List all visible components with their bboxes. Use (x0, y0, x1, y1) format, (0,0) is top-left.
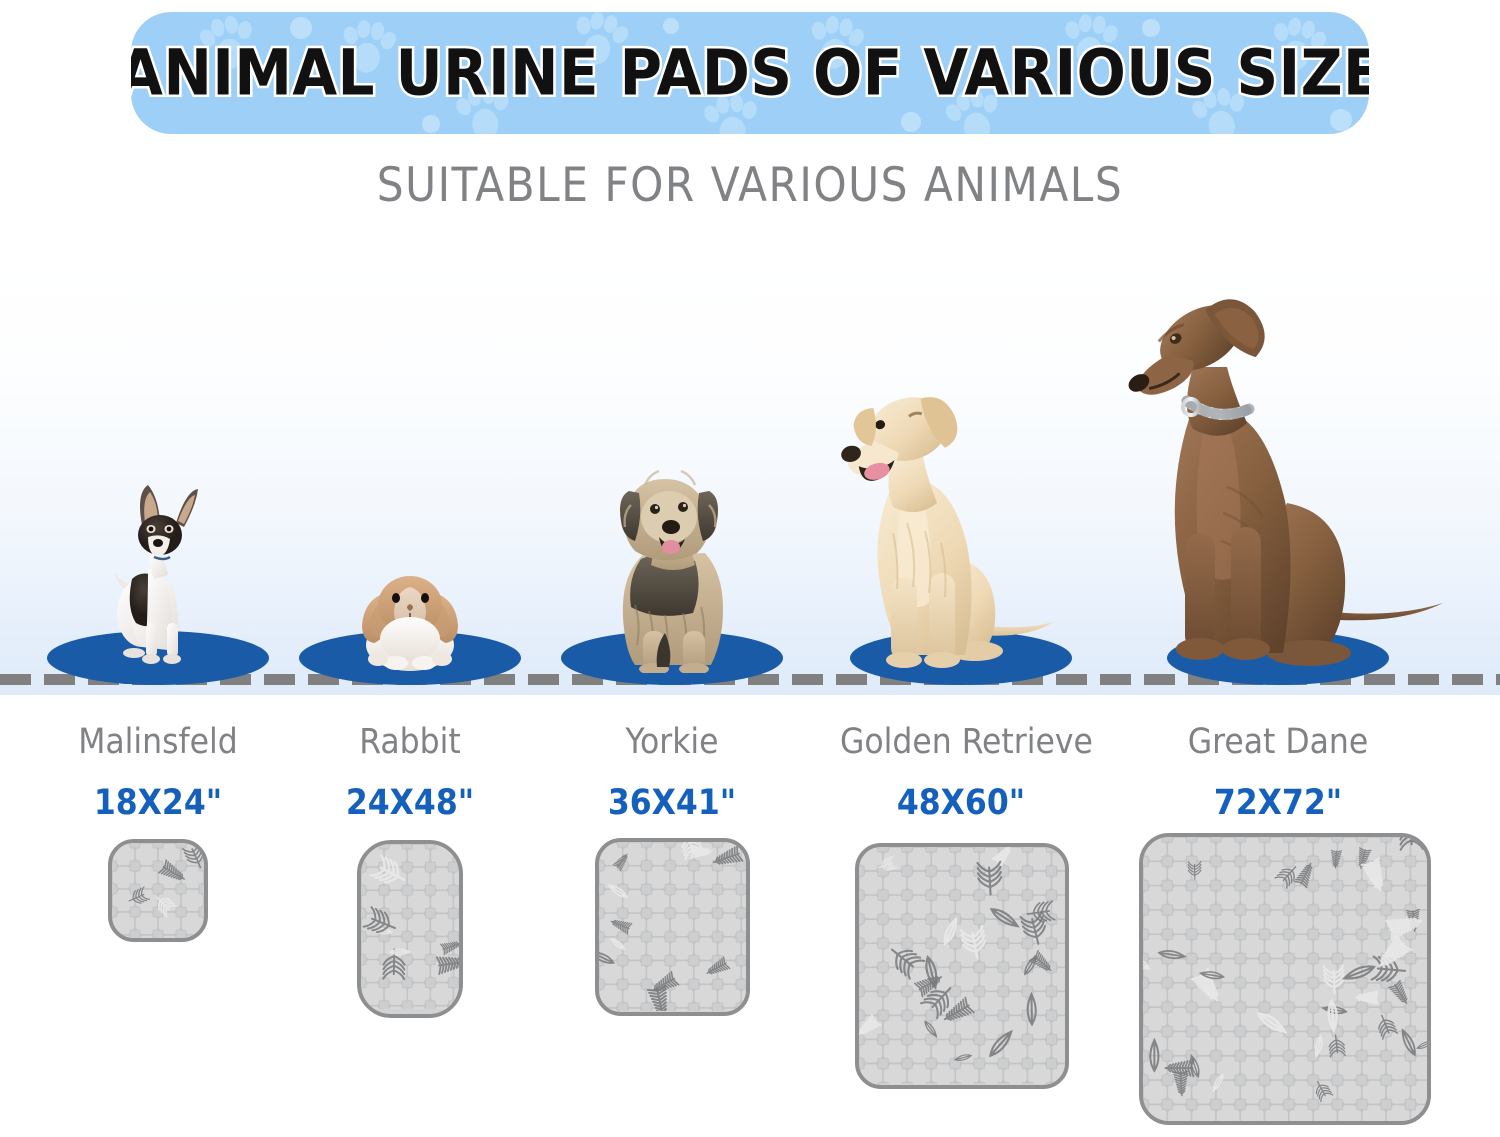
label-name-great-dane: Great Dane (1187, 722, 1369, 762)
label-size-golden-retrieve: 48X60" (896, 783, 1026, 823)
label-name-golden-retrieve: Golden Retrieve (840, 722, 1093, 762)
yorkshire-terrier-dog-icon (620, 469, 723, 673)
animal-slot-malinsfeld (47, 255, 269, 695)
label-size-malinsfeld: 18X24" (93, 783, 223, 823)
animal-slot-rabbit (299, 255, 521, 695)
pad-texture-48x60 (859, 847, 1065, 1084)
pad-36x41 (595, 838, 750, 1016)
label-name-yorkie: Yorkie (625, 722, 719, 762)
pad-texture-24x48 (361, 844, 459, 1009)
animal-stage (0, 255, 1500, 695)
pad-48x60 (855, 843, 1069, 1089)
pad-texture-36x41 (599, 842, 746, 1011)
label-size-great-dane: 72X72" (1213, 783, 1343, 823)
lop-eared-rabbit-icon (362, 576, 458, 671)
animal-slot-great-dane (1128, 255, 1443, 695)
page-subtitle: SUITABLE FOR VARIOUS ANIMALS (376, 158, 1124, 213)
pad-18x24 (108, 839, 208, 942)
golden-retriever-dog-icon (841, 397, 1056, 668)
pad-texture-18x24 (112, 843, 204, 938)
pad-texture-72x72 (1143, 837, 1427, 1121)
label-name-malinsfeld: Malinsfeld (78, 722, 238, 762)
label-size-rabbit: 24X48" (345, 783, 475, 823)
label-size-yorkie: 36X41" (607, 783, 737, 823)
chain-collar-icon (1180, 395, 1255, 420)
label-name-rabbit: Rabbit (359, 722, 461, 762)
chihuahua-dog-icon (114, 485, 198, 664)
pad-72x72 (1139, 833, 1431, 1125)
animal-slot-yorkie (561, 255, 783, 695)
ground-dashed-line (0, 674, 1500, 685)
great-dane-dog-icon (1128, 299, 1443, 666)
page-title: ANIMAL URINE PADS OF VARIOUS SIZES (131, 34, 1369, 112)
animal-slot-golden-retrieve (841, 255, 1072, 695)
pad-24x48 (357, 840, 463, 1018)
title-banner: ANIMAL URINE PADS OF VARIOUS SIZES (131, 12, 1369, 134)
